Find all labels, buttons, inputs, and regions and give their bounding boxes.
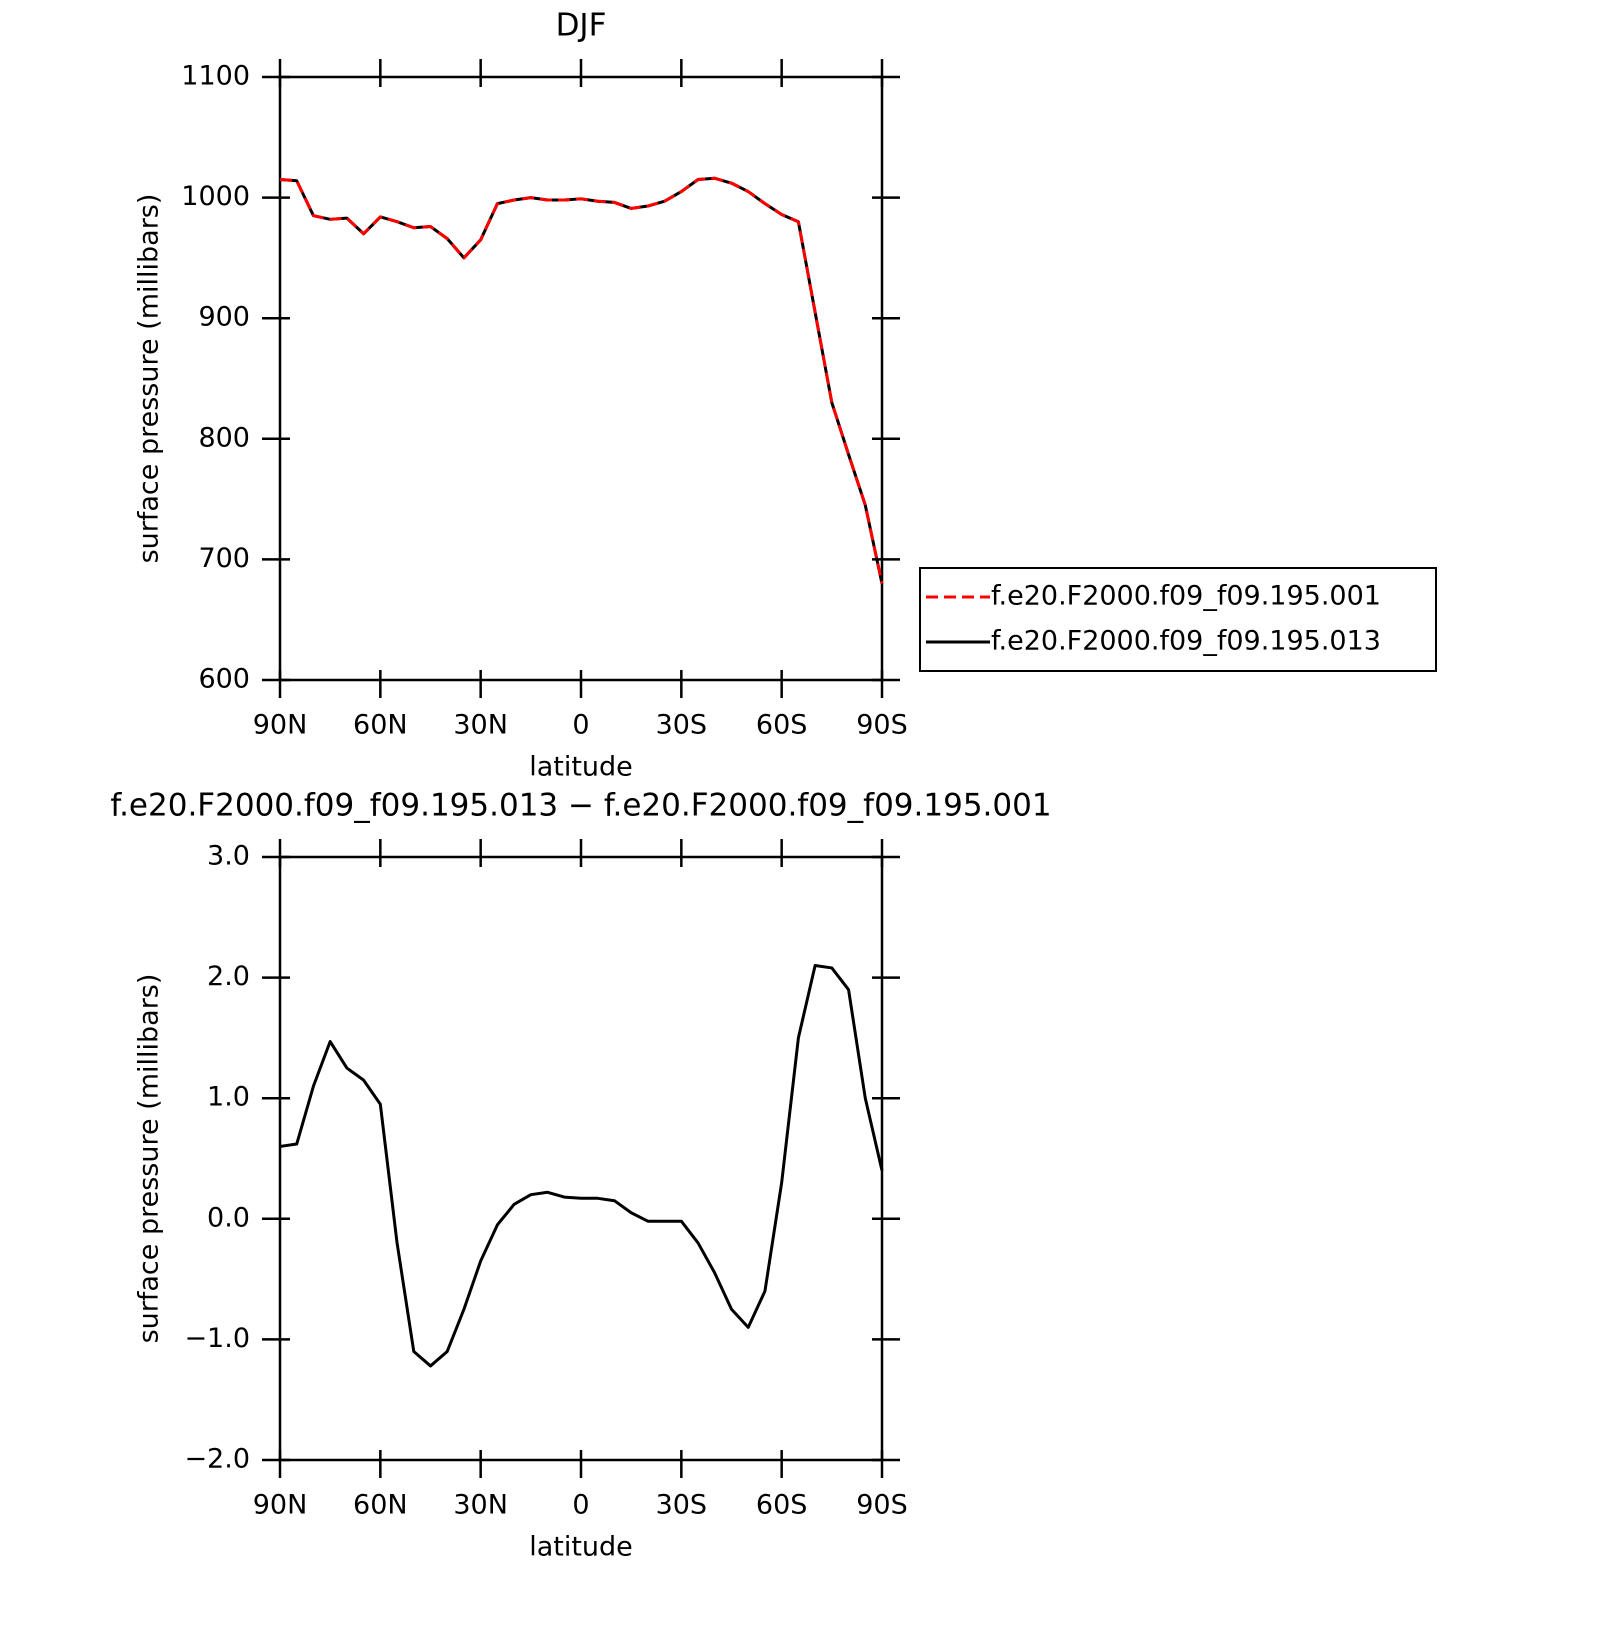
x-tick-label: 60S (756, 710, 808, 741)
y-tick-label: −2.0 (184, 1444, 250, 1475)
x-tick-label: 0 (572, 710, 589, 741)
x-tick-label: 30S (656, 1490, 708, 1521)
chart-title: DJF (556, 8, 607, 44)
y-tick-label: 0.0 (207, 1202, 250, 1233)
y-tick-label: 3.0 (207, 841, 250, 872)
x-tick-label: 30S (656, 710, 708, 741)
y-tick-label: 700 (198, 543, 250, 574)
y-axis-label: surface pressure (millibars) (134, 194, 165, 564)
y-axis-label: surface pressure (millibars) (134, 974, 165, 1344)
data-line (279, 176, 884, 584)
x-axis-label: latitude (529, 752, 633, 783)
x-tick-label: 60N (353, 1490, 408, 1521)
x-tick-label: 60N (353, 710, 408, 741)
x-tick-label: 60S (756, 1490, 808, 1521)
x-tick-label: 90S (856, 1490, 908, 1521)
y-tick-label: 600 (198, 664, 250, 695)
x-tick-label: 90S (856, 710, 908, 741)
y-tick-label: 900 (198, 302, 250, 333)
legend-label: f.e20.F2000.f09_f09.195.013 (991, 626, 1381, 657)
x-axis-label: latitude (529, 1532, 633, 1563)
y-tick-label: 2.0 (207, 961, 250, 992)
y-tick-label: 1.0 (207, 1082, 250, 1113)
data-line (279, 964, 884, 1368)
x-tick-label: 30N (453, 1490, 508, 1521)
y-tick-label: −1.0 (184, 1323, 250, 1354)
x-tick-label: 0 (572, 1490, 589, 1521)
plot-frame (278, 75, 884, 682)
y-tick-label: 800 (198, 422, 250, 453)
legend-label: f.e20.F2000.f09_f09.195.001 (991, 581, 1381, 612)
plot-frame (278, 855, 884, 1462)
x-tick-label: 30N (453, 710, 508, 741)
legend-box (919, 567, 1437, 672)
chart-title: f.e20.F2000.f09_f09.195.013 − f.e20.F200… (110, 788, 1051, 824)
x-tick-label: 90N (253, 1490, 308, 1521)
y-tick-label: 1100 (181, 61, 250, 92)
data-line (279, 176, 884, 584)
x-tick-label: 90N (253, 710, 308, 741)
y-tick-label: 1000 (181, 181, 250, 212)
